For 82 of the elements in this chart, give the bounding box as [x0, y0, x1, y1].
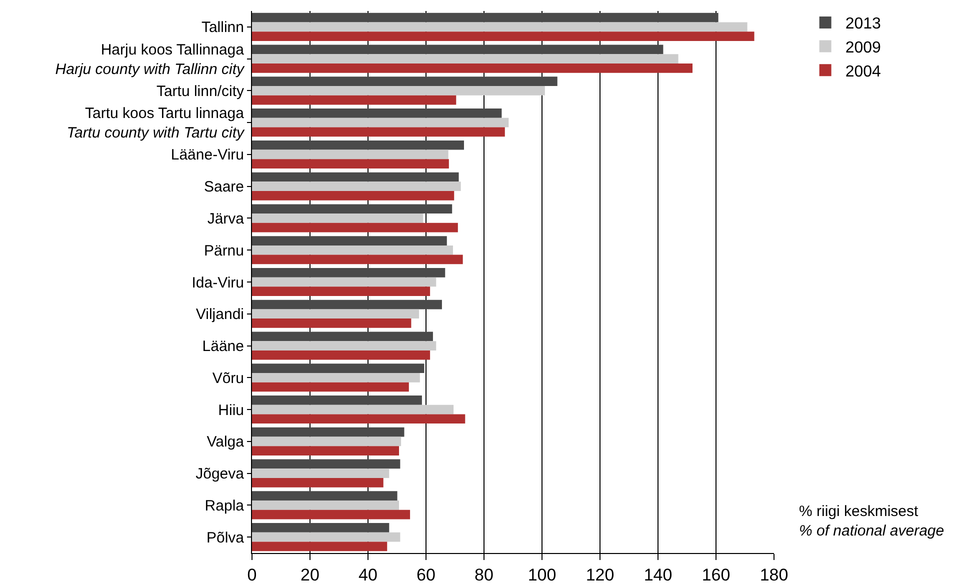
- bar: [252, 245, 453, 255]
- bar: [252, 277, 436, 287]
- bar: [252, 427, 404, 437]
- bar: [252, 22, 748, 32]
- legend-label: 2013: [845, 16, 882, 33]
- bar: [252, 236, 447, 246]
- bar: [252, 436, 402, 446]
- bar: [252, 382, 409, 392]
- bar: [252, 446, 400, 456]
- x-tick-label: 120: [586, 565, 614, 584]
- y-tick-label: Pärnu: [204, 242, 244, 260]
- bar: [252, 523, 390, 532]
- bar: [252, 254, 463, 264]
- y-tick-label: Hiiu: [218, 402, 244, 419]
- y-tick-label: Lääne-Viru: [170, 146, 244, 164]
- bar: [252, 542, 388, 552]
- y-tick-label: Järva: [207, 210, 245, 228]
- bar: [252, 318, 412, 328]
- y-tick-label: Põlva: [206, 529, 245, 546]
- y-tick-label: Valga: [206, 434, 245, 451]
- bar: [252, 32, 754, 41]
- bar: [252, 204, 452, 214]
- x-tick-label: 80: [474, 565, 494, 584]
- bar: [252, 478, 384, 488]
- bar: [252, 150, 448, 160]
- bar: [252, 510, 410, 520]
- y-tick-label: Tartu koos Tartu linnaga Tartu county with Tartu city: [66, 105, 246, 142]
- bar: [252, 76, 558, 86]
- legend-label: 2009: [845, 40, 882, 57]
- bar: [252, 491, 398, 500]
- bar: [252, 364, 424, 373]
- y-tick-label: Lääne: [202, 338, 244, 356]
- y-tick-label: Harju koos Tallinnaga Harju county with Tallinn city: [55, 41, 246, 78]
- x-tick-label: 100: [528, 565, 556, 584]
- bar: [252, 414, 466, 424]
- bar: [252, 12, 718, 22]
- bar: [252, 300, 442, 310]
- bar: [252, 44, 664, 54]
- bar: [252, 309, 420, 319]
- bar: [252, 222, 458, 232]
- bar: [252, 182, 461, 192]
- bar: [252, 396, 422, 405]
- bar: [252, 64, 693, 73]
- bar: [252, 350, 430, 360]
- x-tick-label: 0: [247, 565, 257, 584]
- y-tick-label: Viljandi: [196, 306, 244, 324]
- bar: [252, 159, 449, 168]
- x-tick-label: 160: [702, 565, 730, 584]
- y-tick-label: Ida-Viru: [192, 274, 244, 292]
- y-tick-label: Jõgeva: [196, 466, 245, 483]
- x-tick-label: 180: [760, 565, 788, 584]
- bar: [252, 172, 459, 182]
- y-tick-label: Tartu linn/city: [156, 82, 244, 100]
- bar: [252, 500, 400, 510]
- bar: [252, 108, 502, 118]
- bar: [252, 118, 509, 128]
- bar: [252, 54, 678, 64]
- bar: [252, 214, 424, 223]
- bar: [252, 341, 436, 350]
- x-tick-label: 20: [300, 565, 320, 584]
- x-tick-label: 60: [416, 565, 436, 584]
- bar: [252, 95, 456, 105]
- legend-label: 2004: [845, 63, 882, 80]
- bar: [252, 127, 505, 137]
- y-tick-label: Rapla: [204, 497, 245, 514]
- bar: [252, 468, 390, 478]
- y-tick-label: Võru: [212, 370, 244, 387]
- x-tick-label: 140: [644, 565, 672, 584]
- bar: [252, 286, 430, 296]
- y-tick-label: Saare: [204, 178, 244, 196]
- bar: [252, 532, 400, 542]
- bar: [252, 268, 446, 278]
- bar: [252, 86, 545, 96]
- text: % riigi keskmisest % of national average: [799, 503, 944, 540]
- bar: [252, 459, 400, 469]
- bar: [252, 140, 464, 150]
- bar: [252, 191, 454, 200]
- bar: [252, 404, 454, 414]
- x-tick-label: 40: [358, 565, 378, 584]
- bar: [252, 332, 433, 342]
- bar: [252, 372, 420, 382]
- y-tick-label: Tallinn: [201, 19, 244, 36]
